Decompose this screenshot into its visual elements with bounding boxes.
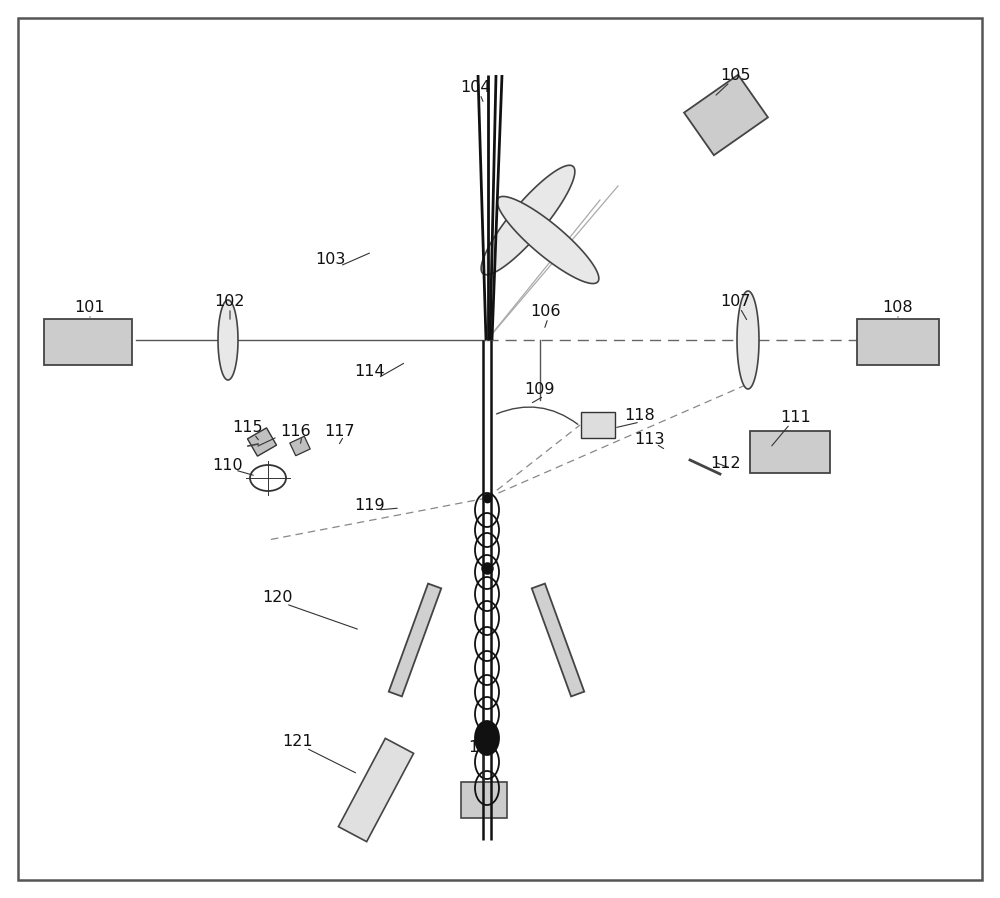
Text: 113: 113 xyxy=(635,433,665,447)
Polygon shape xyxy=(750,431,830,473)
Polygon shape xyxy=(247,427,277,456)
Text: 109: 109 xyxy=(525,383,555,398)
Text: 111: 111 xyxy=(781,410,811,426)
Polygon shape xyxy=(497,197,599,284)
Text: 101: 101 xyxy=(75,301,105,315)
Text: 112: 112 xyxy=(711,456,741,471)
Polygon shape xyxy=(389,584,441,697)
Text: 119: 119 xyxy=(355,497,385,513)
Polygon shape xyxy=(532,584,584,697)
Text: 116: 116 xyxy=(281,425,311,439)
Text: 102: 102 xyxy=(215,295,245,310)
Text: 110: 110 xyxy=(213,459,243,473)
Polygon shape xyxy=(44,319,132,365)
Text: 115: 115 xyxy=(233,420,263,436)
Text: 104: 104 xyxy=(461,81,491,95)
Polygon shape xyxy=(218,300,238,380)
Polygon shape xyxy=(481,165,575,275)
Text: 121: 121 xyxy=(283,735,313,750)
Text: 103: 103 xyxy=(315,252,345,268)
Text: 117: 117 xyxy=(325,425,355,439)
Polygon shape xyxy=(684,75,768,155)
Text: 114: 114 xyxy=(355,365,385,380)
Text: 120: 120 xyxy=(263,591,293,605)
Polygon shape xyxy=(290,436,310,455)
Polygon shape xyxy=(737,291,759,389)
Ellipse shape xyxy=(475,721,499,755)
Polygon shape xyxy=(338,738,414,841)
Polygon shape xyxy=(461,782,507,818)
Text: 108: 108 xyxy=(883,301,913,315)
Text: 105: 105 xyxy=(721,67,751,83)
Polygon shape xyxy=(857,319,939,365)
Text: 118: 118 xyxy=(625,409,655,424)
Polygon shape xyxy=(581,412,615,438)
Text: 106: 106 xyxy=(531,304,561,320)
Text: 122: 122 xyxy=(469,741,499,755)
Text: 107: 107 xyxy=(721,295,751,310)
